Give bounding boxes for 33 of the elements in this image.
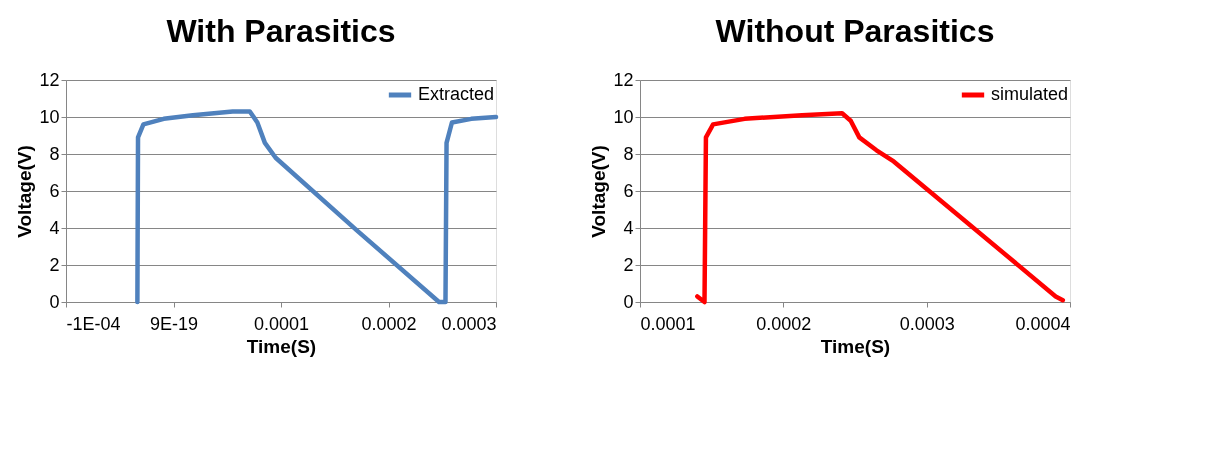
x-tick-label: 0.0002	[756, 313, 812, 334]
y-axis-title: Voltage(V)	[588, 145, 610, 238]
y-tick-label: 8	[623, 143, 634, 164]
legend-label: Extracted	[418, 84, 495, 104]
x-axis-title: Time(S)	[246, 335, 317, 357]
y-tick-label: 0	[49, 291, 60, 312]
x-tick-label: 0.0001	[640, 313, 696, 334]
line-series	[135, 109, 499, 305]
y-tick-label: 4	[623, 217, 634, 238]
y-tick-label: 2	[623, 254, 634, 275]
y-tick-label: 10	[613, 106, 634, 127]
y-tick-label: 8	[49, 143, 60, 164]
x-tick-label: -1E-04	[66, 313, 121, 334]
x-axis-title: Time(S)	[820, 335, 891, 357]
y-tick-label: 6	[49, 180, 60, 201]
y-axis-title: Voltage(V)	[14, 145, 36, 238]
y-tick-label: 4	[49, 217, 60, 238]
x-tick-label: 0.0003	[441, 313, 497, 334]
x-tick-label: 0.0002	[361, 313, 417, 334]
y-tick-label: 6	[623, 180, 634, 201]
x-tick-label: 0.0003	[899, 313, 955, 334]
x-tick-label: 9E-19	[149, 313, 199, 334]
x-tick-label: 0.0004	[1015, 313, 1071, 334]
line-series	[695, 111, 1066, 305]
y-tick-label: 0	[623, 291, 634, 312]
chart-title: Without Parasitics	[715, 13, 995, 49]
chart-title: With Parasitics	[166, 13, 396, 49]
y-tick-label: 12	[613, 69, 634, 90]
legend-label: simulated	[991, 84, 1069, 104]
y-tick-label: 2	[49, 254, 60, 275]
y-tick-label: 12	[39, 69, 60, 90]
y-tick-label: 10	[39, 106, 60, 127]
x-tick-label: 0.0001	[253, 313, 310, 334]
